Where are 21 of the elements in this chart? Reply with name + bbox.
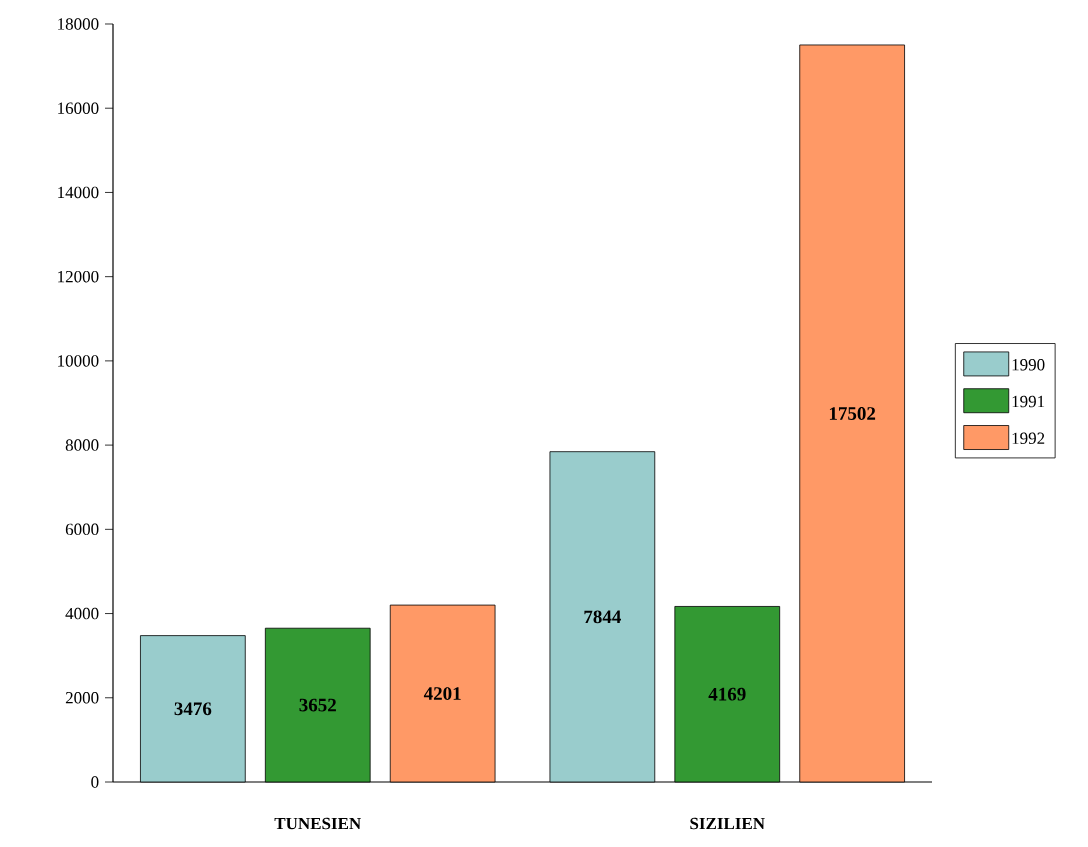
data-label: 7844 — [584, 610, 621, 624]
legend-label: 1991 — [1012, 395, 1045, 408]
data-label: 4169 — [708, 687, 746, 701]
x-tick-label: SIZILIEN — [690, 817, 765, 830]
legend-label: 1992 — [1012, 432, 1045, 445]
data-label: 3476 — [174, 702, 212, 716]
legend-label: 1990 — [1012, 358, 1045, 371]
y-tick-label: 12000 — [58, 270, 99, 283]
y-tick-label: 18000 — [58, 18, 99, 30]
y-tick-label: 8000 — [65, 439, 99, 451]
data-label: 4201 — [423, 687, 461, 700]
y-tick-label: 10000 — [58, 355, 99, 367]
y-tick-label: 6000 — [65, 523, 99, 536]
y-tick-label: 2000 — [65, 692, 99, 704]
data-label: 3652 — [299, 698, 336, 712]
y-tick-label: 0 — [91, 776, 99, 788]
y-tick-label: 4000 — [65, 607, 99, 620]
x-tick-label: TUNESIEN — [274, 817, 361, 830]
y-tick-label: 16000 — [58, 102, 99, 114]
data-label: 17502 — [829, 407, 876, 420]
y-tick-label: 14000 — [58, 186, 99, 199]
